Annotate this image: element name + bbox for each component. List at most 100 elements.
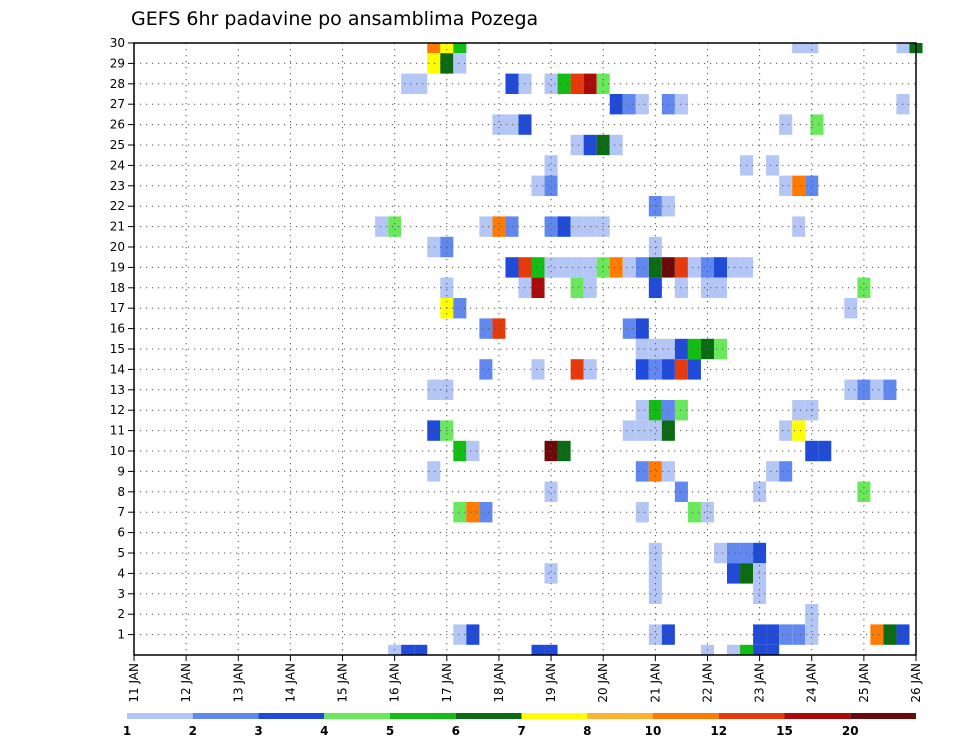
heatmap-cell	[766, 644, 780, 655]
heatmap-cell	[805, 43, 819, 54]
y-tick-label: 16	[110, 322, 125, 336]
heatmap-cell	[544, 155, 558, 176]
heatmap-cell	[870, 624, 884, 645]
heatmap-cell	[570, 277, 584, 298]
heatmap-cell	[635, 400, 649, 421]
heatmap-cell	[792, 216, 806, 237]
colorbar-segment	[390, 713, 456, 719]
heatmap-cell	[479, 216, 493, 237]
heatmap-cell	[674, 277, 688, 298]
y-tick-label: 26	[110, 118, 125, 132]
colorbar-label: 2	[189, 724, 197, 738]
heatmap-cell	[466, 440, 480, 462]
heatmap-cell	[753, 563, 767, 584]
heatmap-cell	[557, 440, 571, 462]
heatmap-cell	[479, 502, 493, 523]
colorbar-segment	[850, 713, 916, 719]
heatmap-cell	[427, 43, 441, 54]
heatmap-cell	[427, 53, 441, 74]
y-axis: 1234567891011121314151617181920212223242…	[110, 36, 134, 642]
colorbar-label: 15	[776, 724, 793, 738]
heatmap-cell	[505, 257, 519, 278]
heatmap-cell	[570, 257, 584, 278]
x-tick-label: 25 JAN	[857, 663, 871, 703]
heatmap-cell	[674, 481, 688, 502]
heatmap-cell	[622, 318, 636, 339]
heatmap-cell	[401, 73, 415, 94]
heatmap-cell	[635, 420, 649, 441]
x-tick-label: 12 JAN	[179, 663, 193, 703]
colorbar-segment	[718, 713, 785, 719]
heatmap-cell	[505, 216, 519, 237]
heatmap-cell	[557, 216, 571, 237]
colorbar-segment	[324, 713, 390, 719]
heatmap-cell	[570, 216, 584, 237]
heatmap-cell	[609, 94, 623, 115]
heatmap-cell	[635, 94, 649, 115]
heatmap-cell	[544, 73, 558, 94]
heatmap-cell	[544, 257, 558, 278]
heatmap-cell	[687, 338, 701, 360]
heatmap-cell	[805, 624, 819, 645]
heatmap-cell	[635, 461, 649, 482]
y-tick-label: 2	[117, 607, 125, 621]
heatmap-cell	[857, 481, 871, 502]
heatmap-cell	[492, 114, 506, 135]
heatmap-cell	[635, 257, 649, 278]
heatmap-cell	[414, 644, 428, 655]
heatmap-cell	[792, 175, 806, 196]
colorbar-segment	[127, 713, 193, 719]
heatmap-cell	[531, 644, 545, 655]
heatmap-cell	[648, 624, 662, 645]
heatmap-cell	[844, 379, 858, 400]
heatmap-cell	[713, 542, 728, 564]
colorbar-label: 1	[123, 724, 131, 738]
heatmap-cell	[648, 257, 662, 278]
x-tick-label: 23 JAN	[753, 663, 767, 703]
y-tick-label: 13	[110, 383, 125, 397]
heatmap-cell	[505, 73, 519, 94]
heatmap-cell	[713, 257, 728, 278]
heatmap-cell	[570, 73, 584, 94]
heatmap-cell	[870, 379, 884, 400]
colorbar-segment	[521, 713, 588, 719]
heatmap-cell	[779, 175, 793, 196]
colorbar-legend: 1 2 3 4 5 6 7 8 10 12 15 20	[123, 713, 916, 738]
heatmap-cell	[453, 624, 467, 645]
heatmap-cell	[648, 277, 662, 298]
colorbar-segment	[455, 713, 522, 719]
colorbar-label: 3	[254, 724, 262, 738]
heatmap-cell	[479, 318, 493, 339]
colorbar-label: 20	[842, 724, 859, 738]
colorbar-label: 4	[320, 724, 328, 738]
y-tick-label: 15	[110, 342, 125, 356]
heatmap-cell	[687, 257, 701, 278]
y-tick-label: 1	[117, 628, 125, 642]
y-tick-label: 18	[110, 281, 125, 295]
heatmap-cell	[740, 644, 754, 655]
heatmap-cell	[805, 175, 819, 196]
heatmap-cell	[544, 216, 558, 237]
heatmap-cell	[622, 420, 636, 441]
heatmap-cell	[687, 502, 701, 523]
heatmap-cell	[792, 400, 806, 421]
heatmap-cell	[766, 461, 780, 482]
y-tick-label: 25	[110, 138, 125, 152]
heatmap-cell	[635, 502, 649, 523]
heatmap-cell	[388, 216, 402, 237]
x-tick-label: 15 JAN	[336, 663, 350, 703]
heatmap-cell	[466, 502, 480, 523]
x-tick-label: 19 JAN	[544, 663, 558, 703]
heatmap-cell	[810, 114, 824, 135]
heatmap-cell	[466, 624, 480, 645]
x-tick-label: 14 JAN	[283, 663, 297, 703]
heatmap-cell	[570, 134, 584, 156]
colorbar-segment	[258, 713, 325, 719]
colorbar-segment	[653, 713, 719, 719]
heatmap-cell	[531, 359, 545, 380]
y-tick-label: 14	[110, 362, 125, 376]
heatmap-cell	[766, 624, 780, 645]
heatmap-cell	[609, 257, 623, 278]
heatmap-cell	[713, 277, 728, 298]
